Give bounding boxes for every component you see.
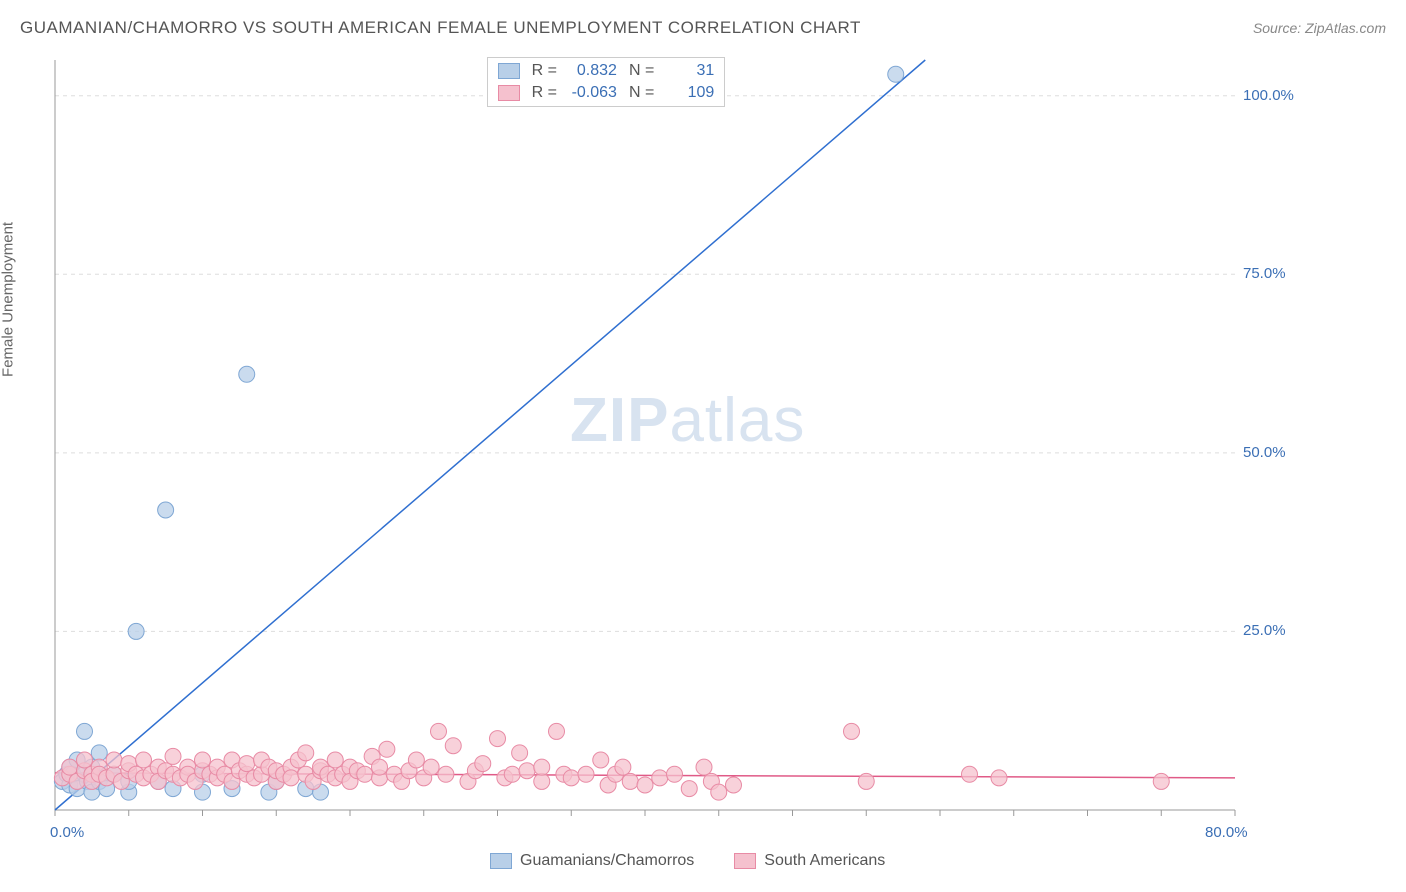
legend-swatch [490,853,512,869]
header: GUAMANIAN/CHAMORRO VS SOUTH AMERICAN FEM… [20,18,1386,38]
legend-label: South Americans [764,852,885,870]
legend-swatch [498,63,520,79]
stats-row: R = -0.063 N = 109 [488,82,725,104]
legend-item: South Americans [734,852,885,870]
chart-title: GUAMANIAN/CHAMORRO VS SOUTH AMERICAN FEM… [20,18,861,38]
stat-n-value: 31 [662,62,714,80]
stat-r-value: 0.832 [565,62,617,80]
y-tick-label: 100.0% [1243,87,1294,104]
legend-item: Guamanians/Chamorros [490,852,694,870]
y-tick-label: 25.0% [1243,622,1286,639]
y-tick-label: 75.0% [1243,265,1286,282]
stats-row: R = 0.832 N = 31 [488,60,725,82]
x-tick-label: 80.0% [1205,824,1248,841]
source-attribution: Source: ZipAtlas.com [1253,20,1386,36]
stats-box: R = 0.832 N = 31 R = -0.063 N = 109 [487,57,726,107]
stat-r-label: R = [532,62,557,80]
stat-n-label: N = [629,84,654,102]
legend-swatch [734,853,756,869]
stat-r-label: R = [532,84,557,102]
chart-svg [50,55,1290,825]
stat-n-label: N = [629,62,654,80]
legend-swatch [498,85,520,101]
x-tick-label: 0.0% [50,824,84,841]
plot-area: ZIPatlas R =0.832N =31R =-0.063N =109 [50,55,1290,825]
stat-r-value: -0.063 [565,84,617,102]
bottom-legend: Guamanians/Chamorros South Americans [490,852,885,870]
y-tick-label: 50.0% [1243,444,1286,461]
stat-n-value: 109 [662,84,714,102]
y-axis-label: Female Unemployment [0,222,17,377]
legend-label: Guamanians/Chamorros [520,852,694,870]
